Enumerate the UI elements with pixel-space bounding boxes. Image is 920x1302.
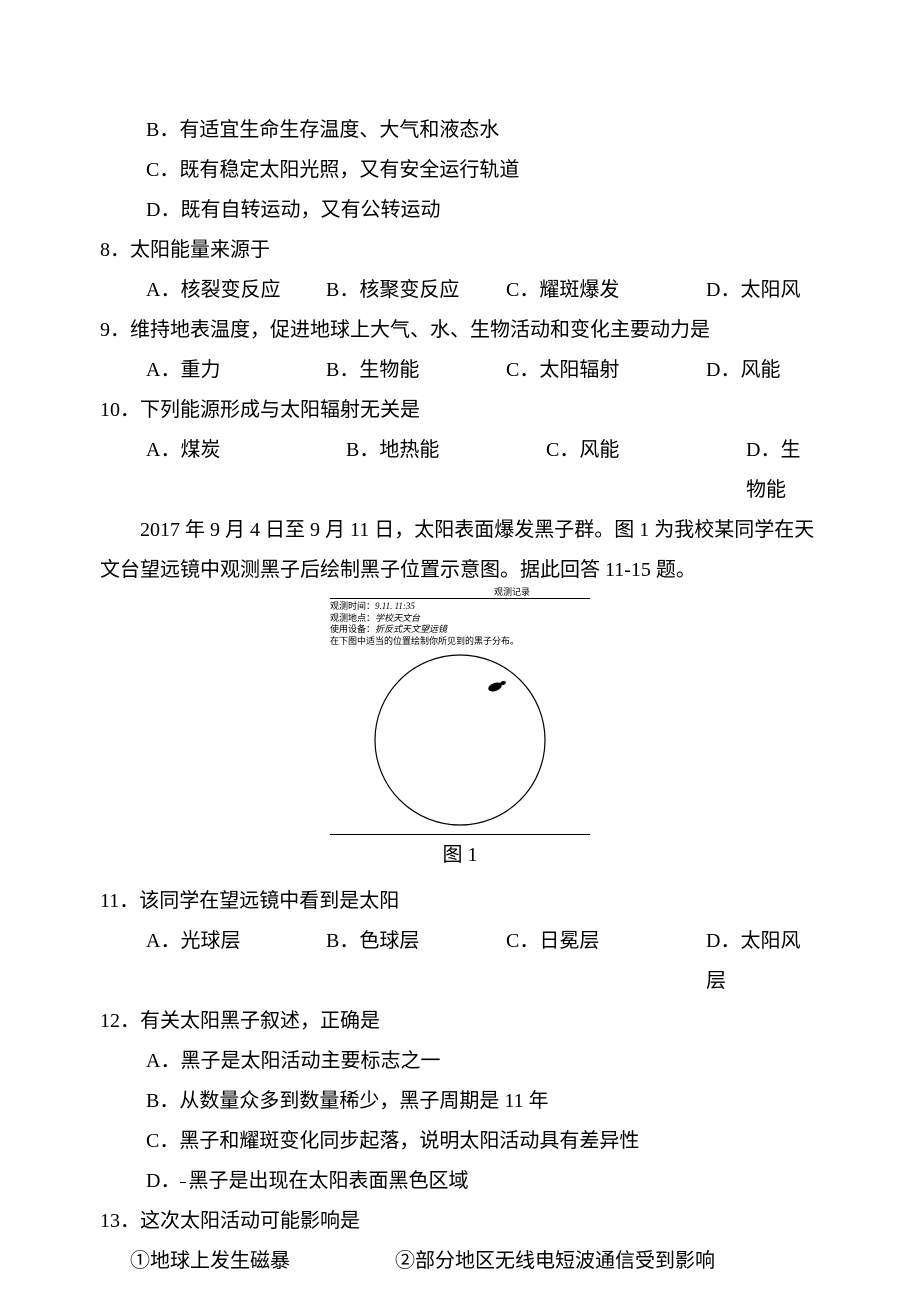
q12-d-prefix: D．: [146, 1170, 180, 1192]
q11-option-c: C．日冕层: [506, 921, 706, 1001]
q10-option-a: A．煤炭: [146, 430, 346, 510]
sun-diagram: [370, 650, 550, 830]
q9-option-d: D．风能: [706, 350, 820, 390]
q10-options: A．煤炭 B．地热能 C．风能 D．生物能: [100, 430, 820, 510]
q9-option-c: C．太阳辐射: [506, 350, 706, 390]
obs-place-value: 学校天文台: [375, 613, 420, 623]
q12-option-a: A．黑子是太阳活动主要标志之一: [100, 1041, 820, 1081]
q8-option-a: A．核裂变反应: [146, 270, 326, 310]
obs-instruction: 在下图中适当的位置绘制你所见到的黑子分布。: [330, 636, 590, 648]
q-prev-option-c: C．既有稳定太阳光照，又有安全运行轨道: [100, 150, 820, 190]
q10-option-d: D．生物能: [746, 430, 820, 510]
q12-stem: 12．有关太阳黑子叙述，正确是: [100, 1001, 820, 1041]
q12-option-b: B．从数量众多到数量稀少，黑子周期是 11 年: [100, 1081, 820, 1121]
q9-option-a: A．重力: [146, 350, 326, 390]
q10-stem: 10．下列能源形成与太阳辐射无关是: [100, 390, 820, 430]
q8-option-c: C．耀斑爆发: [506, 270, 706, 310]
obs-time-label: 观测时间：: [330, 601, 375, 611]
sun-diagram-wrap: [330, 650, 590, 835]
q13-stem: 13．这次太阳活动可能影响是: [100, 1201, 820, 1241]
q12-option-d: D． 黑子是出现在太阳表面黑色区域: [100, 1161, 820, 1201]
q10-option-b: B．地热能: [346, 430, 546, 510]
q9-options: A．重力 B．生物能 C．太阳辐射 D．风能: [100, 350, 820, 390]
q8-option-d: D．太阳风: [706, 270, 820, 310]
q12-option-c: C．黑子和耀斑变化同步起落，说明太阳活动具有差异性: [100, 1121, 820, 1161]
q13-effects-line: ①地球上发生磁暴 ②部分地区无线电短波通信受到影响: [100, 1241, 820, 1281]
q12-d-text: 黑子是出现在太阳表面黑色区域: [188, 1170, 468, 1192]
obs-device-value: 折反式天文望远镜: [375, 624, 447, 634]
q-prev-option-d: D．既有自转运动，又有公转运动: [100, 190, 820, 230]
q13-effect-2: ②部分地区无线电短波通信受到影响: [395, 1241, 715, 1281]
sun-disc: [375, 655, 545, 825]
figure-1-caption: 图 1: [100, 835, 820, 875]
q11-option-d: D．太阳风层: [706, 921, 820, 1001]
q9-option-b: B．生物能: [326, 350, 506, 390]
obs-time-value: 9.11. 11:35: [375, 601, 415, 611]
q9-stem: 9．维持地表温度，促进地球上大气、水、生物活动和变化主要动力是: [100, 310, 820, 350]
figure-1: 观测记录 观测时间：9.11. 11:35 观测地点：学校天文台 使用设备：折反…: [100, 598, 820, 835]
q11-options: A．光球层 B．色球层 C．日冕层 D．太阳风层: [100, 921, 820, 1001]
q-prev-option-b: B．有适宜生命生存温度、大气和液态水: [100, 110, 820, 150]
obs-device-label: 使用设备：: [330, 624, 375, 634]
q8-options: A．核裂变反应 B．核聚变反应 C．耀斑爆发 D．太阳风: [100, 270, 820, 310]
q8-stem: 8．太阳能量来源于: [100, 230, 820, 270]
record-title: 观测记录: [494, 587, 530, 599]
q8-option-b: B．核聚变反应: [326, 270, 506, 310]
context-paragraph: 2017 年 9 月 4 日至 9 月 11 日，太阳表面爆发黑子群。图 1 为…: [100, 510, 820, 590]
q11-option-a: A．光球层: [146, 921, 326, 1001]
q11-stem: 11．该同学在望远镜中看到是太阳: [100, 881, 820, 921]
q10-option-c: C．风能: [546, 430, 746, 510]
q13-effect-1: ①地球上发生磁暴: [130, 1241, 390, 1281]
observation-record-header: 观测记录 观测时间：9.11. 11:35 观测地点：学校天文台 使用设备：折反…: [330, 598, 590, 648]
obs-place-label: 观测地点：: [330, 613, 375, 623]
q11-option-b: B．色球层: [326, 921, 506, 1001]
underline-mark-icon: [180, 1182, 186, 1183]
